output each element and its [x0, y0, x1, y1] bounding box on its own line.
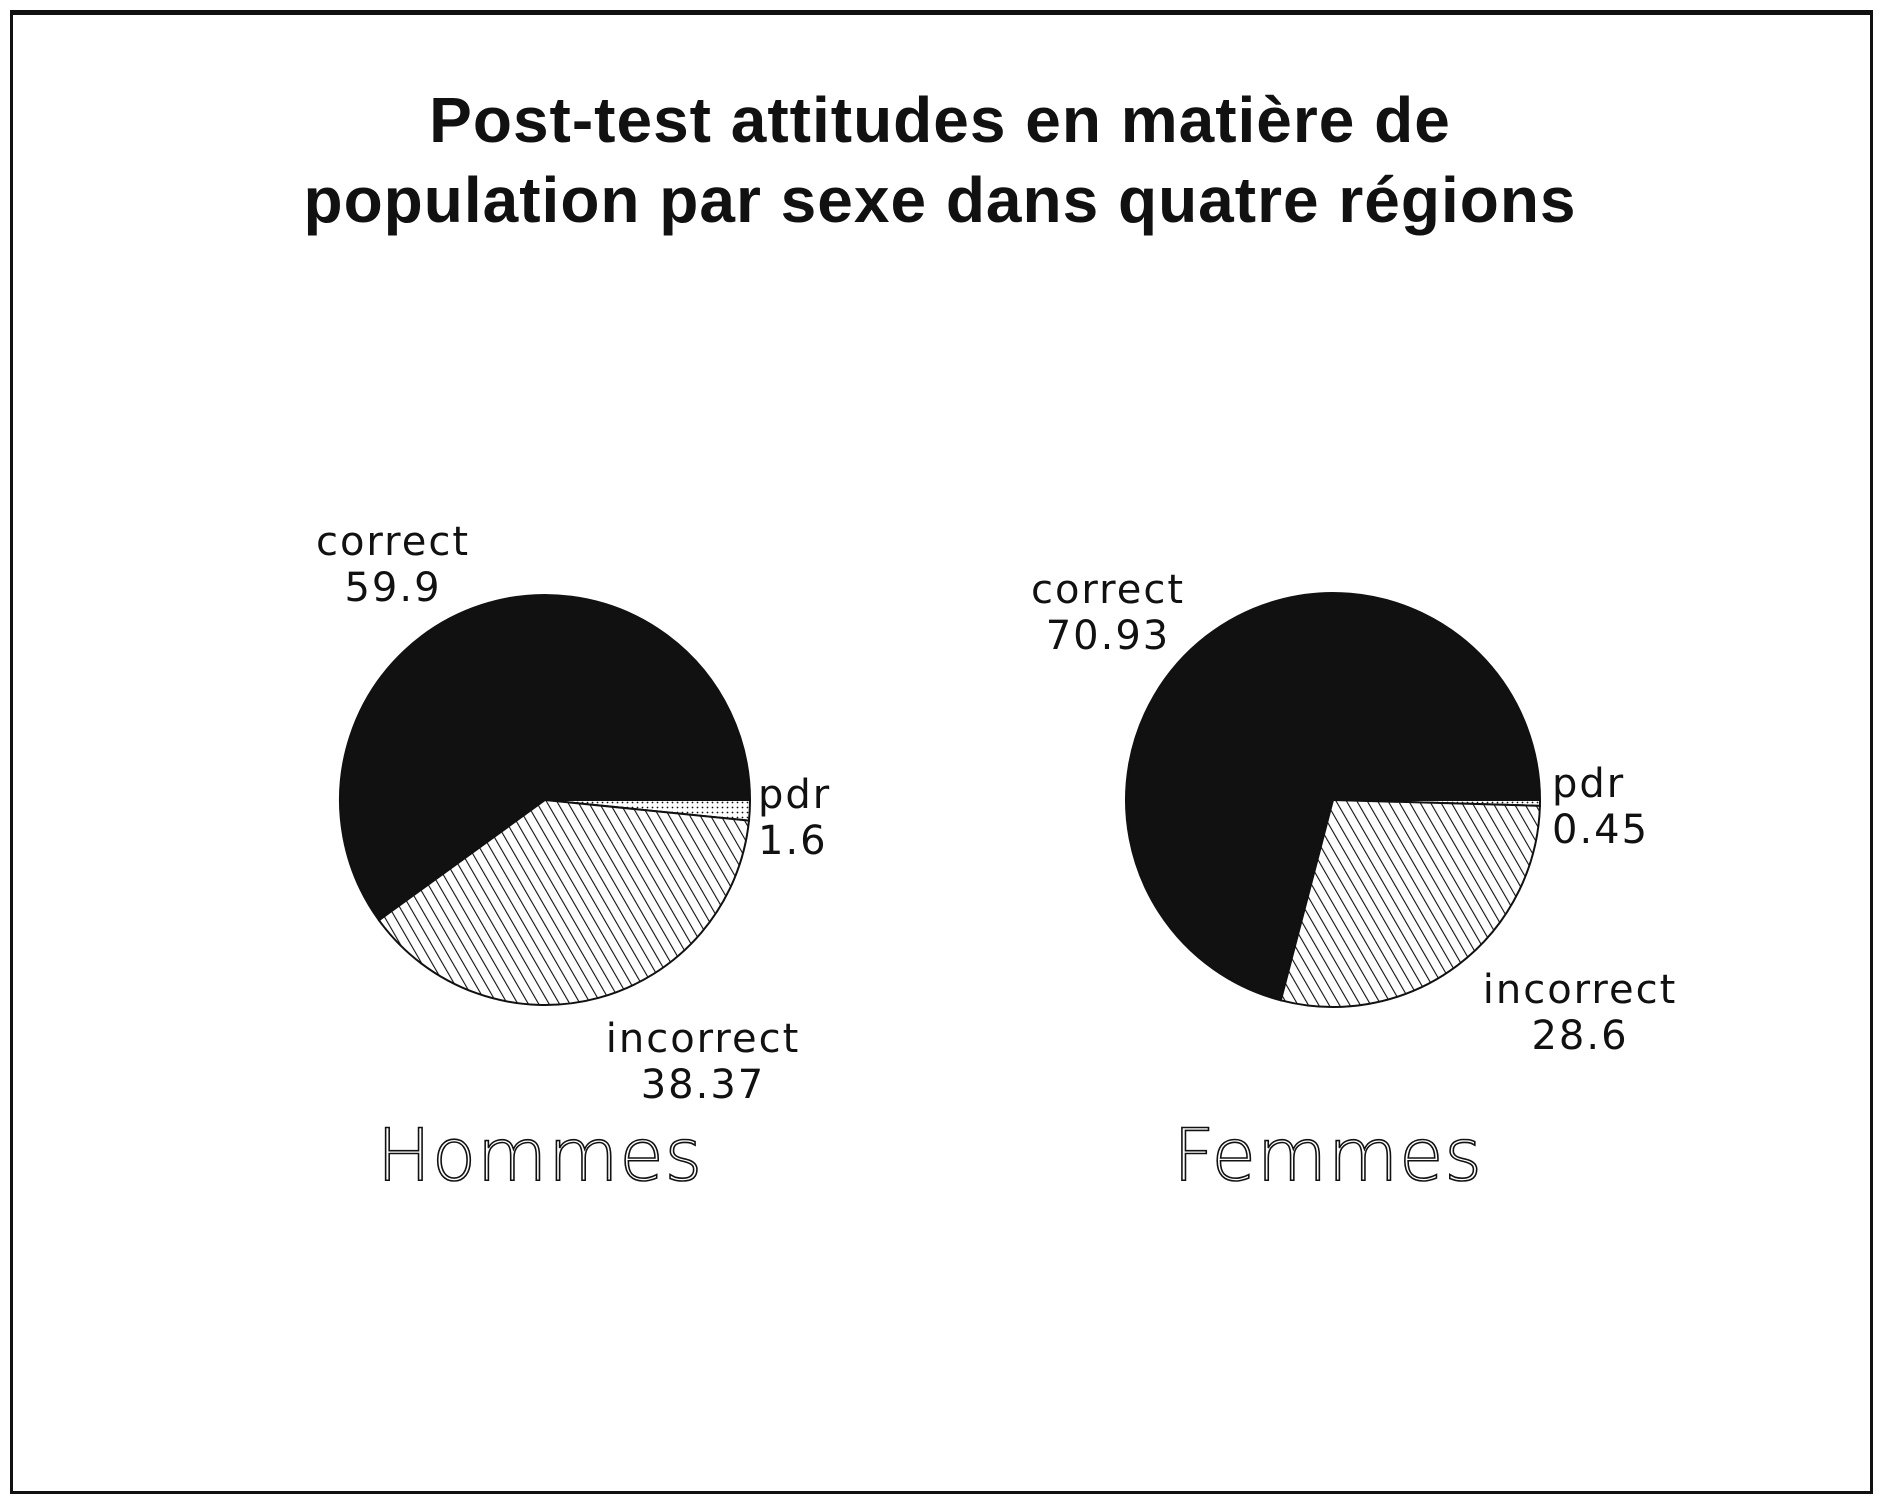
- slice-label-correct: correct: [316, 519, 470, 565]
- chart-title-line-2: population par sexe dans quatre régions: [303, 164, 1576, 236]
- chart-frame: [10, 10, 1873, 1494]
- pies: correct59.9pdr1.6incorrect38.37Hommescor…: [316, 519, 1678, 1198]
- slice-label-correct: correct: [1031, 567, 1185, 613]
- slice-value-pdr: 1.6: [758, 818, 828, 864]
- slice-incorrect: [1279, 798, 1541, 1008]
- chart-title-line-1: Post-test attitudes en matière de: [429, 84, 1451, 156]
- slice-label-pdr: pdr: [1552, 761, 1625, 807]
- slice-correct: [339, 594, 752, 922]
- pie-caption: Hommes: [377, 1113, 703, 1197]
- slice-label-incorrect: incorrect: [606, 1016, 801, 1062]
- slice-correct: [1125, 592, 1542, 1002]
- slice-value-incorrect: 38.37: [641, 1062, 766, 1108]
- slice-label-pdr: pdr: [758, 772, 831, 818]
- slice-value-correct: 59.9: [344, 565, 441, 611]
- slice-incorrect: [377, 798, 751, 1006]
- slice-label-incorrect: incorrect: [1483, 967, 1678, 1013]
- slice-value-incorrect: 28.6: [1531, 1013, 1628, 1059]
- chart-title: Post-test attitudes en matière de popula…: [303, 84, 1576, 236]
- pie-caption: Femmes: [1173, 1113, 1483, 1197]
- slice-value-pdr: 0.45: [1552, 807, 1649, 853]
- slice-value-correct: 70.93: [1046, 613, 1171, 659]
